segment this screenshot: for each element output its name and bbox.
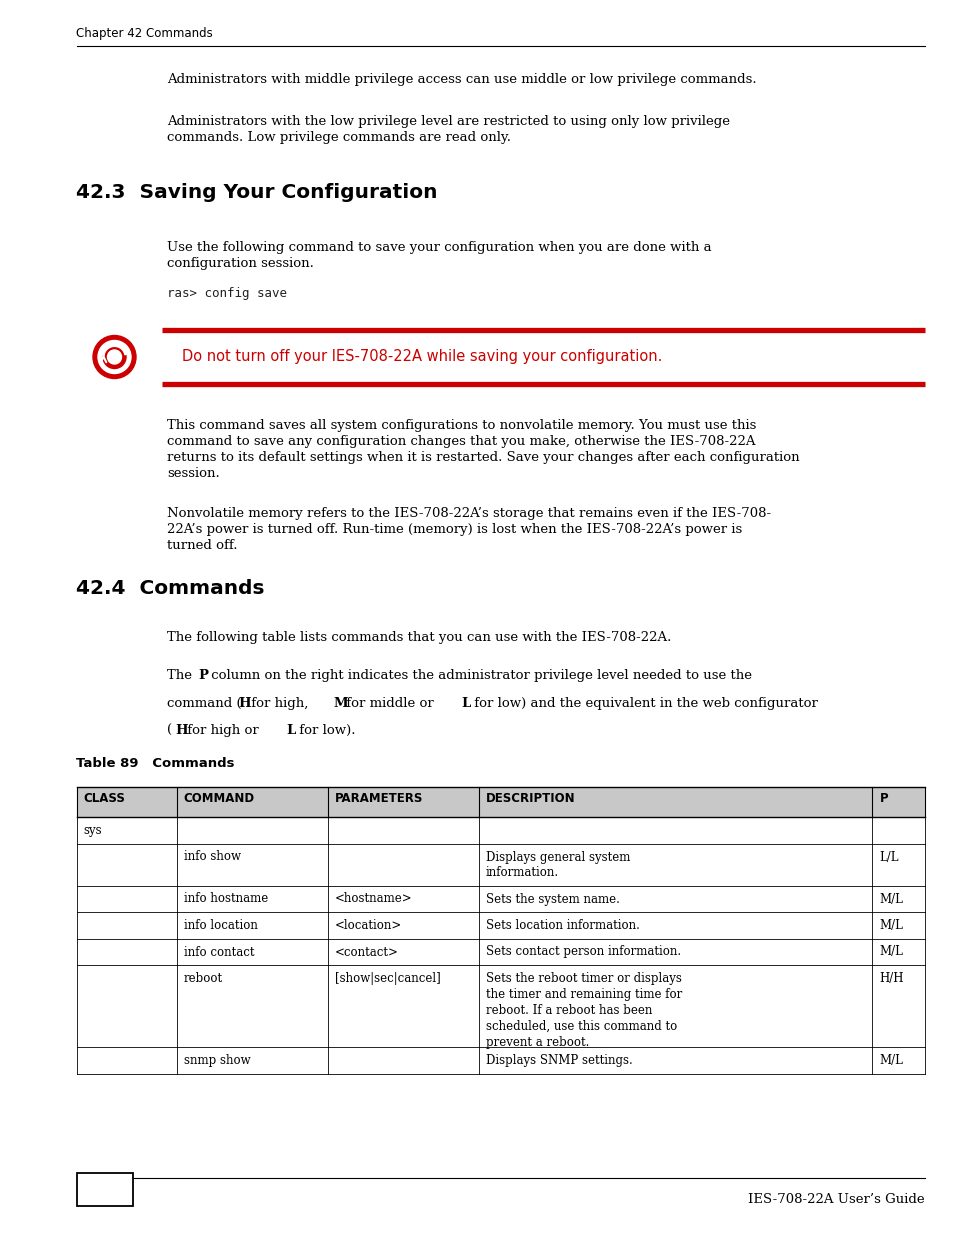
- Text: <hostname>: <hostname>: [335, 893, 412, 905]
- Text: for low).: for low).: [294, 724, 355, 737]
- Text: Sets the system name.: Sets the system name.: [485, 893, 618, 905]
- Circle shape: [103, 346, 126, 368]
- Text: COMMAND: COMMAND: [183, 792, 254, 805]
- Text: snmp show: snmp show: [183, 1053, 250, 1067]
- Text: Use the following command to save your configuration when you are done with a
co: Use the following command to save your c…: [167, 241, 711, 270]
- Text: for middle or: for middle or: [342, 697, 438, 709]
- Text: Do not turn off your IES-708-22A while saving your configuration.: Do not turn off your IES-708-22A while s…: [182, 350, 661, 364]
- Text: command (: command (: [167, 697, 241, 709]
- Text: column on the right indicates the administrator privilege level needed to use th: column on the right indicates the admini…: [207, 669, 752, 682]
- Text: (: (: [167, 724, 172, 737]
- Text: <contact>: <contact>: [335, 946, 398, 958]
- Text: Displays SNMP settings.: Displays SNMP settings.: [485, 1053, 632, 1067]
- Text: DESCRIPTION: DESCRIPTION: [485, 792, 575, 805]
- Bar: [76, 787, 924, 818]
- Text: <location>: <location>: [335, 919, 401, 932]
- Text: IES-708-22A User’s Guide: IES-708-22A User’s Guide: [747, 1193, 924, 1207]
- Text: CLASS: CLASS: [84, 792, 125, 805]
- Text: Chapter 42 Commands: Chapter 42 Commands: [76, 27, 213, 40]
- Text: P: P: [198, 669, 209, 682]
- Circle shape: [92, 336, 136, 378]
- Text: Administrators with middle privilege access can use middle or low privilege comm: Administrators with middle privilege acc…: [167, 73, 756, 86]
- Text: info show: info show: [183, 851, 240, 863]
- Text: for high or: for high or: [183, 724, 263, 737]
- Text: M/L: M/L: [879, 893, 902, 905]
- Text: sys: sys: [84, 824, 102, 837]
- Text: H: H: [238, 697, 251, 709]
- Text: H: H: [174, 724, 188, 737]
- Text: H/H: H/H: [879, 972, 902, 986]
- Text: Administrators with the low privilege level are restricted to using only low pri: Administrators with the low privilege le…: [167, 115, 729, 144]
- Text: This command saves all system configurations to nonvolatile memory. You must use: This command saves all system configurat…: [167, 419, 799, 480]
- Text: info location: info location: [183, 919, 257, 932]
- Text: [show|sec|cancel]: [show|sec|cancel]: [335, 972, 440, 986]
- Text: Sets location information.: Sets location information.: [485, 919, 639, 932]
- Text: reboot: reboot: [183, 972, 222, 986]
- Text: The: The: [167, 669, 196, 682]
- Text: M: M: [334, 697, 348, 709]
- Text: L/L: L/L: [879, 851, 898, 863]
- Text: Nonvolatile memory refers to the IES-708-22A’s storage that remains even if the : Nonvolatile memory refers to the IES-708…: [167, 508, 770, 552]
- Text: L: L: [460, 697, 470, 709]
- Text: Table 89   Commands: Table 89 Commands: [76, 757, 234, 769]
- Bar: [76, 1173, 132, 1207]
- Text: M/L: M/L: [879, 919, 902, 932]
- Text: 248: 248: [86, 1177, 123, 1195]
- Text: ras> config save: ras> config save: [167, 287, 287, 300]
- Text: 42.4  Commands: 42.4 Commands: [76, 579, 265, 598]
- Text: info hostname: info hostname: [183, 893, 268, 905]
- Text: M/L: M/L: [879, 1053, 902, 1067]
- Text: PARAMETERS: PARAMETERS: [335, 792, 422, 805]
- Text: Displays general system
information.: Displays general system information.: [485, 851, 629, 879]
- Text: Sets the reboot timer or displays
the timer and remaining time for
reboot. If a : Sets the reboot timer or displays the ti…: [485, 972, 681, 1049]
- Circle shape: [108, 350, 121, 364]
- Text: for high,: for high,: [247, 697, 313, 709]
- Text: Sets contact person information.: Sets contact person information.: [485, 946, 680, 958]
- Text: L: L: [286, 724, 295, 737]
- Text: info contact: info contact: [183, 946, 253, 958]
- Circle shape: [98, 341, 131, 373]
- Text: for low) and the equivalent in the web configurator: for low) and the equivalent in the web c…: [469, 697, 817, 709]
- Text: M/L: M/L: [879, 946, 902, 958]
- Text: P: P: [879, 792, 887, 805]
- Text: 42.3  Saving Your Configuration: 42.3 Saving Your Configuration: [76, 183, 437, 203]
- Text: The following table lists commands that you can use with the IES-708-22A.: The following table lists commands that …: [167, 631, 671, 643]
